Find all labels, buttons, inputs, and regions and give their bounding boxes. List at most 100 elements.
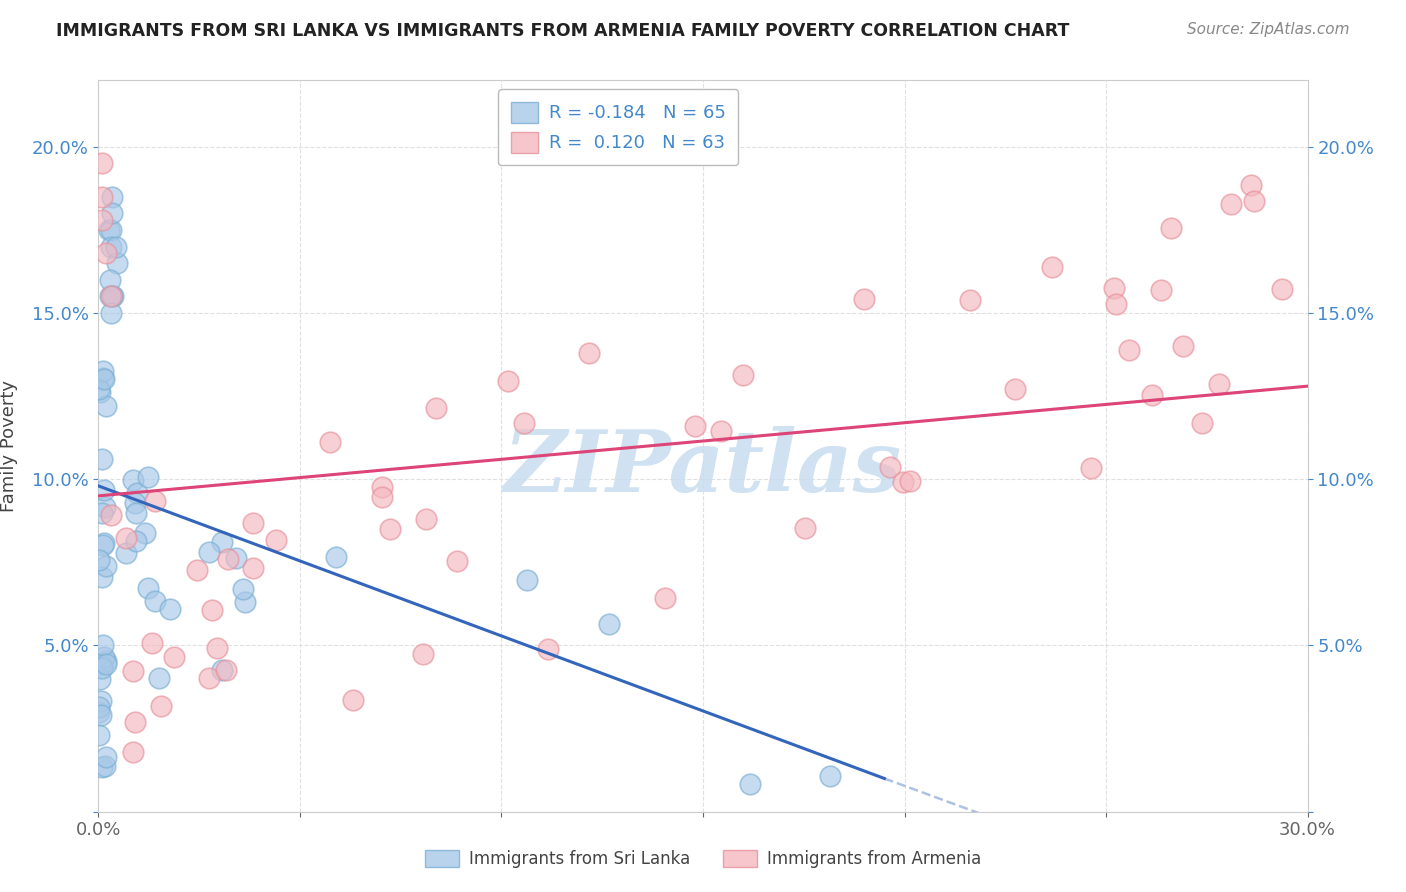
Point — [215, 663, 238, 677]
Point — [598, 617, 620, 632]
Point — [143, 593, 166, 607]
Point — [91, 156, 114, 170]
Point — [97, 223, 120, 237]
Point — [149, 698, 172, 713]
Point — [207, 641, 229, 656]
Point — [1271, 282, 1294, 296]
Point — [90, 657, 112, 671]
Point — [93, 536, 115, 550]
Point — [87, 705, 110, 719]
Point — [264, 533, 287, 548]
Point — [211, 663, 233, 677]
Point — [89, 672, 111, 686]
Point — [242, 516, 264, 530]
Point — [148, 671, 170, 685]
Point — [122, 745, 145, 759]
Text: ZIPatlas: ZIPatlas — [503, 426, 903, 509]
Point — [1104, 296, 1126, 310]
Point — [89, 383, 111, 397]
Point — [1040, 260, 1063, 274]
Point — [515, 573, 537, 587]
Point — [1240, 178, 1263, 192]
Point — [738, 777, 761, 791]
Point — [101, 289, 124, 303]
Point — [683, 419, 706, 434]
Point — [232, 582, 254, 596]
Point — [446, 553, 468, 567]
Point — [91, 189, 114, 203]
Point — [217, 552, 239, 566]
Point — [101, 189, 124, 203]
Point — [134, 526, 156, 541]
Point — [163, 650, 186, 665]
Point — [91, 569, 114, 583]
Point — [201, 603, 224, 617]
Point — [100, 508, 122, 523]
Point — [91, 364, 114, 378]
Point — [96, 246, 118, 260]
Point — [211, 535, 233, 549]
Point — [93, 483, 115, 498]
Point — [138, 470, 160, 484]
Point — [378, 522, 401, 536]
Point — [94, 749, 117, 764]
Text: Source: ZipAtlas.com: Source: ZipAtlas.com — [1187, 22, 1350, 37]
Point — [91, 506, 114, 520]
Point — [1208, 376, 1230, 391]
Point — [104, 239, 127, 253]
Point — [98, 273, 121, 287]
Point — [371, 490, 394, 504]
Point — [143, 494, 166, 508]
Point — [94, 399, 117, 413]
Point — [891, 475, 914, 489]
Point — [100, 306, 122, 320]
Point — [498, 374, 520, 388]
Point — [654, 591, 676, 606]
Point — [91, 371, 114, 385]
Point — [87, 552, 110, 566]
Point — [91, 538, 114, 552]
Point — [325, 550, 347, 565]
Point — [1243, 194, 1265, 208]
Point — [91, 638, 114, 652]
Point — [87, 700, 110, 714]
Point — [96, 654, 118, 668]
Point — [159, 602, 181, 616]
Point — [94, 559, 117, 574]
Point — [90, 694, 112, 708]
Point — [513, 416, 536, 430]
Y-axis label: Family Poverty: Family Poverty — [0, 380, 18, 512]
Point — [198, 672, 221, 686]
Point — [1142, 387, 1164, 401]
Point — [93, 649, 115, 664]
Point — [101, 206, 124, 220]
Point — [578, 345, 600, 359]
Point — [342, 693, 364, 707]
Point — [852, 292, 875, 306]
Point — [1102, 280, 1125, 294]
Point — [1080, 461, 1102, 475]
Point — [122, 473, 145, 487]
Point — [186, 563, 208, 577]
Text: IMMIGRANTS FROM SRI LANKA VS IMMIGRANTS FROM ARMENIA FAMILY POVERTY CORRELATION : IMMIGRANTS FROM SRI LANKA VS IMMIGRANTS … — [56, 22, 1070, 40]
Point — [225, 550, 247, 565]
Point — [959, 293, 981, 308]
Legend: R = -0.184   N = 65, R =  0.120   N = 63: R = -0.184 N = 65, R = 0.120 N = 63 — [498, 89, 738, 165]
Point — [87, 728, 110, 742]
Point — [710, 424, 733, 438]
Point — [1004, 382, 1026, 396]
Point — [731, 368, 754, 382]
Point — [242, 560, 264, 574]
Point — [198, 545, 221, 559]
Point — [415, 512, 437, 526]
Point — [537, 641, 560, 656]
Point — [1219, 197, 1241, 211]
Point — [124, 534, 146, 549]
Point — [98, 289, 121, 303]
Point — [121, 664, 143, 678]
Point — [125, 506, 148, 520]
Legend: Immigrants from Sri Lanka, Immigrants from Armenia: Immigrants from Sri Lanka, Immigrants fr… — [419, 843, 987, 875]
Point — [818, 769, 841, 783]
Point — [136, 581, 159, 595]
Point — [1319, 247, 1341, 261]
